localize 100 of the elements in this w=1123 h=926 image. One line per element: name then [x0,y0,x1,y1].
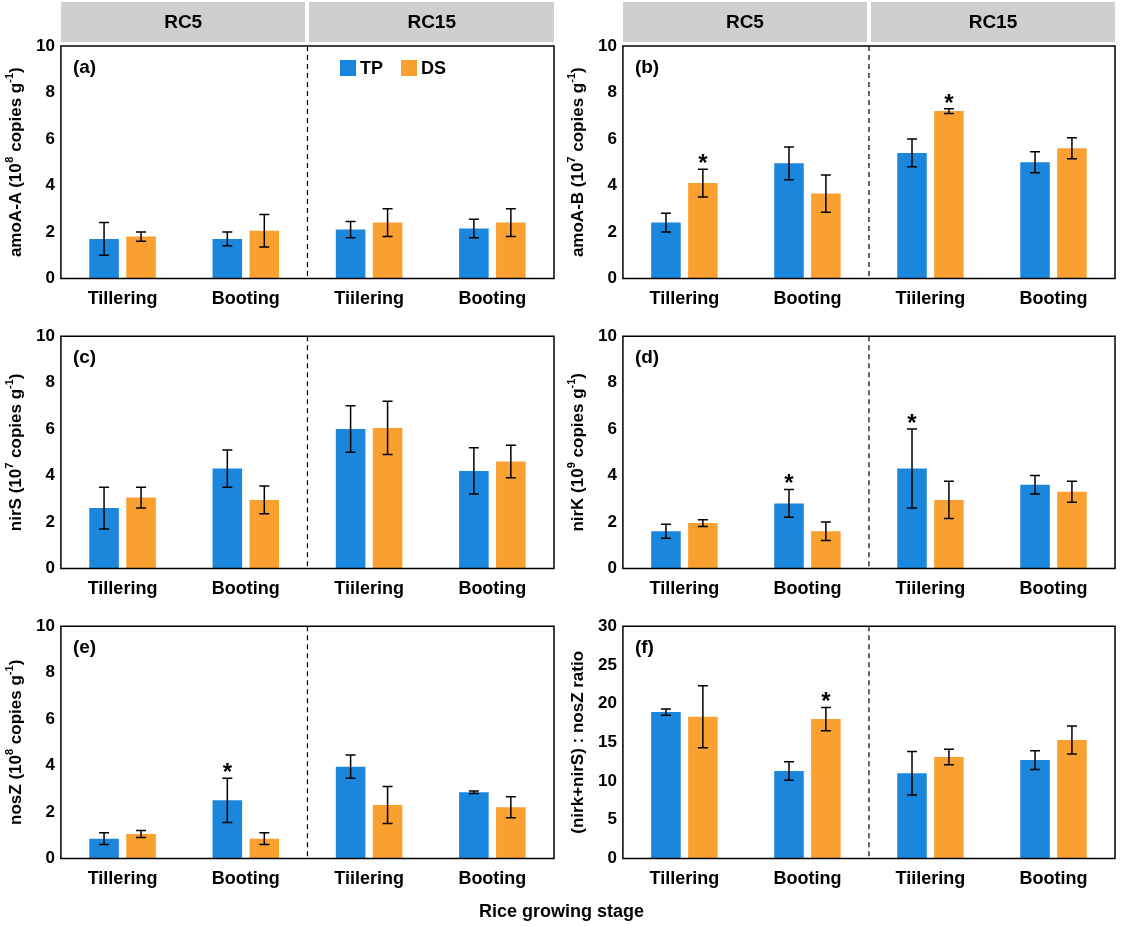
bar [811,719,841,859]
x-tick-label: Tiilering [895,578,966,599]
bar [212,468,243,569]
bar [774,770,804,859]
y-tick-label: 8 [607,82,617,102]
bar [1020,484,1050,569]
y-tick-label: 6 [45,128,55,148]
bar [774,503,804,569]
bar [496,222,526,279]
y-tick-label: 15 [597,731,617,751]
y-axis-title: amoA-B (107 copies g-1) [565,67,587,258]
bar [1057,148,1087,279]
y-tick-label: 8 [607,372,617,392]
bar [212,238,243,279]
bar [89,238,119,279]
bar [372,222,403,279]
y-tick-label: 6 [607,418,617,438]
x-tick-label: Tiilering [895,288,966,309]
y-tick-label: 0 [45,268,55,288]
bar [335,429,366,569]
y-tick-label: 10 [35,35,55,55]
x-tick-label: Tiilering [895,868,966,889]
text: (f) [634,635,654,657]
y-tick-label: 2 [45,511,55,531]
x-tick-label: Tillering [649,868,720,889]
x-tick-label: Tiilering [334,868,404,889]
bar [126,834,156,859]
bar [249,499,280,569]
text: RC15 [309,2,554,42]
y-tick-label: 4 [607,175,618,195]
bar [1020,162,1050,279]
data-label: * [784,469,795,497]
y-axis-title: amoA-A (108 copies g-1) [3,67,25,258]
x-tick-label: Tiilering [334,288,404,309]
x-tick-label: Tiilering [334,578,404,599]
y-tick-label: 4 [45,465,56,485]
bar [688,183,718,279]
x-tick-label: Tillering [649,288,720,309]
legend-label: DS [421,57,447,78]
bar [688,716,718,859]
x-tick-label: Booting [1019,578,1088,599]
data-label: * [821,687,832,715]
bar [335,766,366,859]
bar [934,499,964,569]
text: (c) [72,345,97,367]
x-tick-label: Booting [211,288,280,309]
bar [811,193,841,279]
bar [126,236,156,279]
y-tick-label: 2 [45,801,55,821]
bar [811,531,841,569]
y-axis-title: nirK (109 copies g-1) [565,372,587,532]
y-tick-label: 0 [607,268,617,288]
y-tick-label: 0 [607,558,617,578]
y-tick-label: 2 [607,511,617,531]
y-tick-label: 8 [45,372,55,392]
bar [934,111,964,279]
data-label: * [907,409,918,437]
y-tick-label: 4 [607,465,618,485]
bar [459,228,489,279]
bar [688,523,718,569]
text: (b) [634,55,660,77]
bar [459,792,489,859]
x-tick-label: Booting [211,868,280,889]
text: RC5 [622,2,867,42]
bar [934,757,964,859]
y-axis-title: nosZ (108 copies g-1) [3,659,25,825]
x-tick-label: Booting [458,578,527,599]
text: (a) [72,55,97,77]
legend-label: TP [359,57,384,78]
text: RC15 [870,2,1115,42]
x-tick-label: Booting [458,868,527,889]
x-tick-label: Booting [1019,288,1088,309]
y-tick-label: 30 [597,615,617,635]
text: (d) [634,345,660,367]
y-tick-label: 6 [607,128,617,148]
y-tick-label: 6 [45,708,55,728]
y-tick-label: 4 [45,755,56,775]
x-tick-label: Tillering [649,578,720,599]
bar [89,508,119,569]
bar [459,470,489,569]
y-tick-label: 8 [45,662,55,682]
bar [372,427,403,569]
bar [897,152,927,279]
bar [774,163,804,279]
bar [372,804,403,859]
data-label: * [698,149,709,177]
x-axis-title: Rice growing stage [477,901,645,922]
x-tick-label: Tillering [87,868,158,889]
y-tick-label: 2 [45,221,55,241]
x-tick-label: Booting [458,288,527,309]
text: RC5 [60,2,306,42]
x-tick-label: Booting [773,868,842,889]
y-tick-label: 0 [45,848,55,868]
bar [126,497,156,569]
y-tick-label: 10 [35,325,55,345]
y-tick-label: 10 [597,770,617,790]
y-tick-label: 4 [45,175,56,195]
bar [651,222,681,279]
y-tick-label: 6 [45,418,55,438]
bar [651,712,681,859]
